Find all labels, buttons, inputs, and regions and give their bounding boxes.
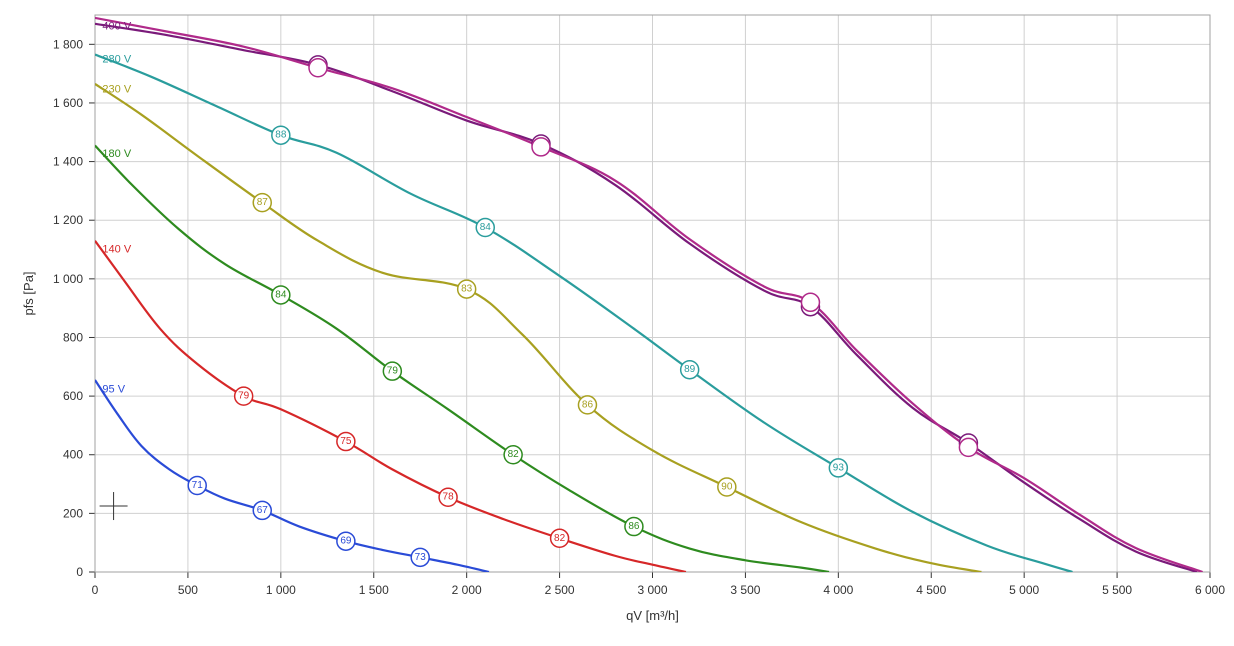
x-tick-label: 2 000 — [452, 583, 482, 597]
sound-level-value: 87 — [257, 197, 269, 208]
y-tick-label: 600 — [63, 389, 83, 403]
sound-level-marker — [801, 293, 819, 311]
sound-level-marker — [959, 438, 977, 456]
sound-level-value: 88 — [275, 130, 287, 141]
y-axis-label: pfs [Pa] — [21, 271, 36, 315]
y-tick-label: 200 — [63, 506, 83, 520]
sound-level-value: 79 — [387, 366, 399, 377]
sound-level-value: 82 — [554, 533, 566, 544]
x-tick-label: 500 — [178, 583, 198, 597]
y-tick-label: 1 800 — [53, 37, 83, 51]
x-tick-label: 3 500 — [730, 583, 760, 597]
sound-level-marker — [309, 59, 327, 77]
sound-level-marker — [532, 138, 550, 156]
sound-level-value: 69 — [340, 536, 352, 547]
y-tick-label: 1 600 — [53, 96, 83, 110]
x-tick-label: 4 500 — [916, 583, 946, 597]
x-tick-label: 1 000 — [266, 583, 296, 597]
y-tick-label: 1 400 — [53, 155, 83, 169]
y-tick-label: 400 — [63, 448, 83, 462]
series-label: 180 V — [102, 148, 131, 160]
sound-level-value: 71 — [192, 480, 204, 491]
sound-level-value: 75 — [340, 436, 352, 447]
x-tick-label: 0 — [92, 583, 99, 597]
y-tick-label: 1 200 — [53, 213, 83, 227]
series-label: 280 V — [102, 53, 131, 65]
x-tick-label: 1 500 — [359, 583, 389, 597]
sound-level-value: 83 — [461, 284, 473, 295]
y-tick-label: 0 — [76, 565, 83, 579]
sound-level-value: 86 — [582, 399, 594, 410]
y-tick-label: 1 000 — [53, 272, 83, 286]
sound-level-value: 73 — [415, 552, 427, 563]
fan-performance-chart: 0 500 1 000 1 500 2 000 2 500 3 000 3 500 4 000 4… — [0, 0, 1234, 646]
sound-level-value: 84 — [480, 222, 492, 233]
sound-level-value: 79 — [238, 391, 250, 402]
x-tick-label: 2 500 — [545, 583, 575, 597]
sound-level-value: 78 — [443, 492, 455, 503]
sound-level-value: 86 — [628, 521, 640, 532]
sound-level-value: 93 — [833, 462, 845, 473]
sound-level-value: 89 — [684, 364, 696, 375]
series-label: 230 V — [102, 84, 131, 96]
x-tick-label: 6 000 — [1195, 583, 1225, 597]
x-tick-label: 4 000 — [823, 583, 853, 597]
sound-level-value: 67 — [257, 505, 269, 516]
series-label: 95 V — [102, 383, 125, 395]
series-label: 400 V — [102, 21, 131, 33]
x-tick-label: 3 000 — [637, 583, 667, 597]
sound-level-value: 82 — [508, 449, 520, 460]
x-tick-label: 5 000 — [1009, 583, 1039, 597]
y-tick-label: 800 — [63, 330, 83, 344]
sound-level-value: 90 — [721, 481, 733, 492]
x-tick-label: 5 500 — [1102, 583, 1132, 597]
sound-level-value: 84 — [275, 289, 287, 300]
series-label: 140 V — [102, 243, 131, 255]
x-axis-label: qV [m³/h] — [626, 608, 679, 623]
